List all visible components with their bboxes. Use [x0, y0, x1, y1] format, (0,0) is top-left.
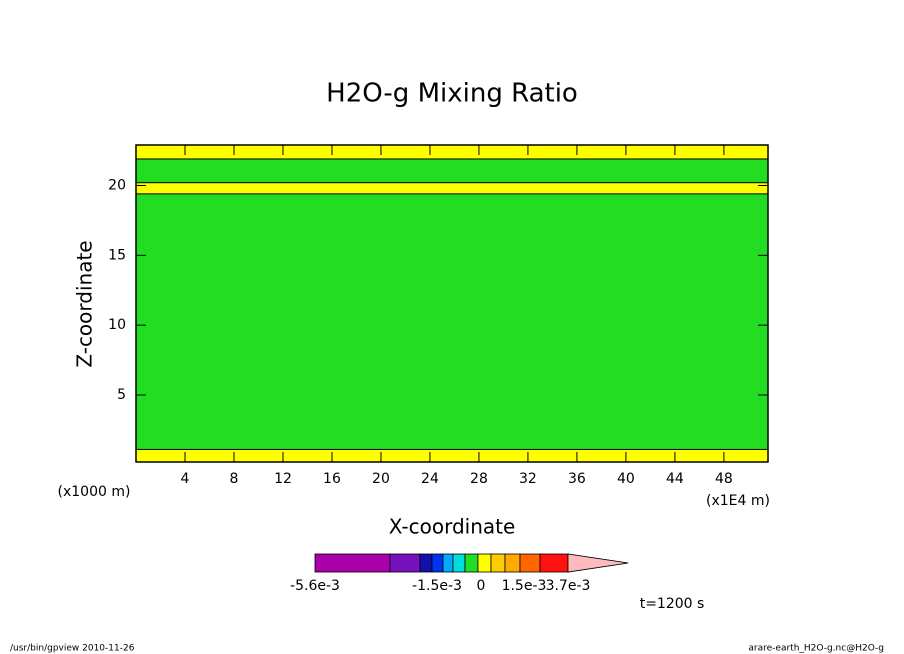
colorbar-box — [442, 553, 454, 573]
x-tick-label: 44 — [666, 471, 684, 487]
plot-frame — [135, 144, 769, 463]
x-tick-label: 48 — [715, 471, 733, 487]
x-tick-label: 12 — [274, 471, 292, 487]
y-tick-label: 20 — [108, 177, 126, 193]
colorbar-tick-label: -1.5e-3 — [412, 578, 462, 594]
colorbar-box — [431, 553, 444, 573]
x-tick-label: 8 — [230, 471, 239, 487]
footer-right: arare-earth_H2O-g.nc@H2O-g — [748, 644, 884, 654]
colorbar-box — [452, 553, 466, 573]
colorbar-extension — [567, 553, 629, 573]
colorbar-box — [464, 553, 479, 573]
colorbar-box — [389, 553, 421, 573]
x-axis-title: X-coordinate — [389, 515, 516, 539]
contour-band — [135, 144, 769, 160]
colorbar-box — [477, 553, 492, 573]
x-tick-label: 4 — [181, 471, 190, 487]
y-tick-label: 15 — [108, 247, 126, 263]
x-tick-label: 36 — [568, 471, 586, 487]
x-unit: (x1E4 m) — [706, 493, 770, 509]
footer-left: /usr/bin/gpview 2010-11-26 — [10, 644, 135, 654]
x-tick-label: 32 — [519, 471, 537, 487]
x-tick-label: 20 — [372, 471, 390, 487]
x-tick-label: 28 — [470, 471, 488, 487]
colorbar-box — [419, 553, 433, 573]
time-label: t=1200 s — [640, 596, 705, 612]
x-tick-label: 16 — [323, 471, 341, 487]
y-tick-label: 5 — [117, 387, 126, 403]
colorbar-box — [539, 553, 569, 573]
x-tick-label: 24 — [421, 471, 439, 487]
contour-band — [135, 448, 769, 463]
y-unit: (x1000 m) — [58, 484, 131, 500]
colorbar-tick-label: 1.5e-3 — [502, 578, 547, 594]
y-tick-label: 10 — [108, 317, 126, 333]
colorbar-box — [314, 553, 391, 573]
chart-title: H2O-g Mixing Ratio — [326, 79, 578, 109]
field-background — [136, 145, 768, 462]
colorbar-box — [519, 553, 541, 573]
colorbar-box — [490, 553, 506, 573]
y-axis-title: Z-coordinate — [73, 240, 97, 367]
colorbar: -5.6e-3 -1.5e-3 0 1.5e-3 3.7e-3 — [290, 553, 629, 594]
colorbar-tick-label: 3.7e-3 — [546, 578, 591, 594]
contour-band — [135, 182, 769, 195]
colorbar-tick-label: 0 — [477, 578, 486, 594]
colorbar-tick-label: -5.6e-3 — [290, 578, 340, 594]
colorbar-box — [504, 553, 521, 573]
x-tick-label: 40 — [617, 471, 635, 487]
